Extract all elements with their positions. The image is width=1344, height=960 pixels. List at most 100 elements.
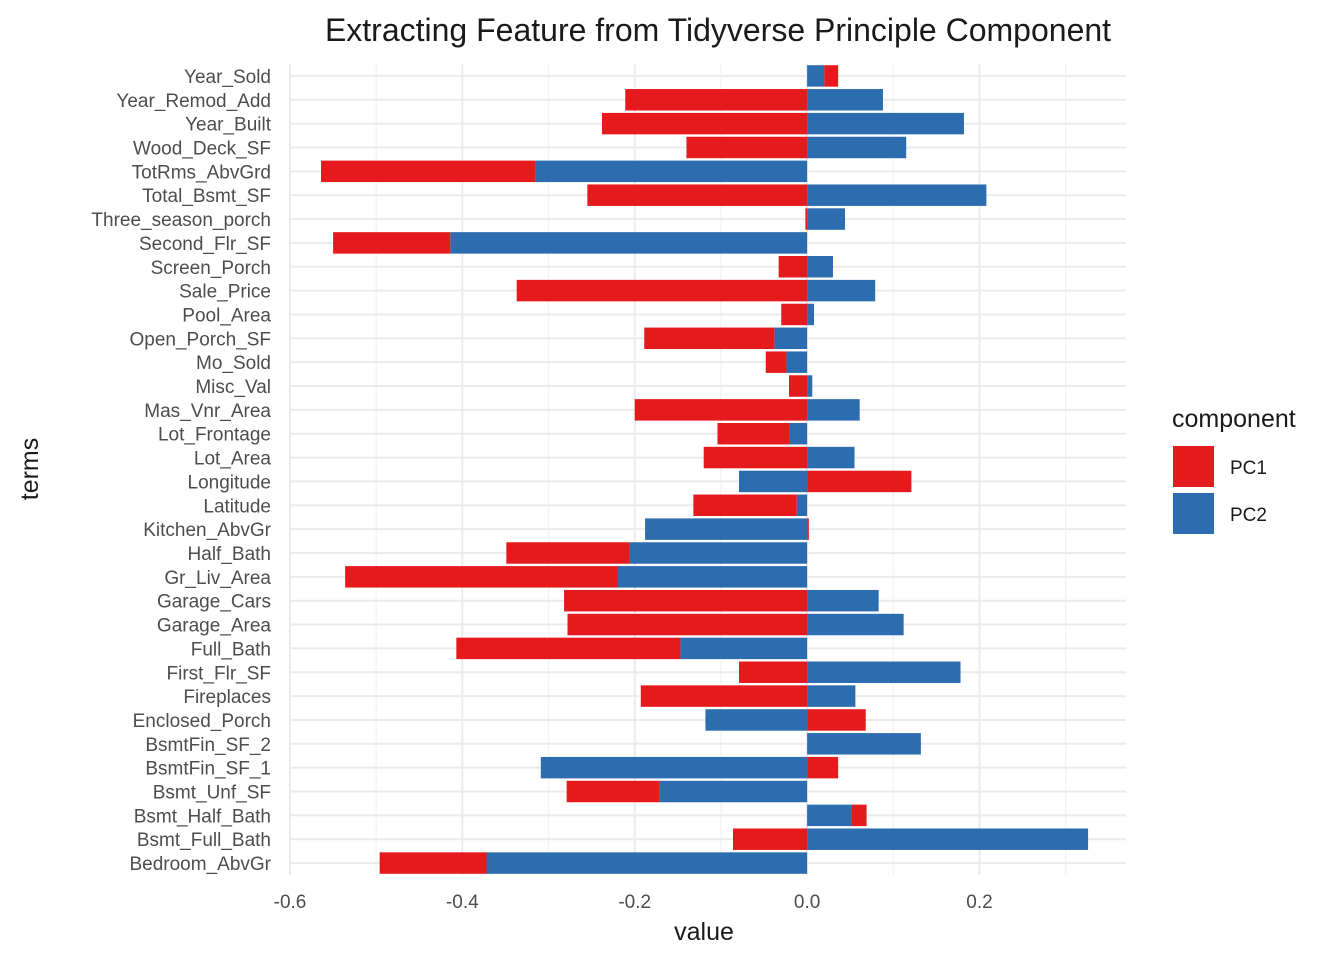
chart-title: Extracting Feature from Tidyverse Princi…: [325, 12, 1111, 48]
bar-pc2-bsmtfin-sf-1: [540, 756, 808, 779]
bar-pc1-year-built: [601, 112, 808, 135]
bar-pc2-bsmt-half-bath: [807, 804, 852, 827]
legend-label-pc2: PC2: [1230, 505, 1267, 526]
bar-pc1-sale-price: [516, 279, 808, 302]
bar-pc1-lot-area: [703, 446, 808, 469]
y-tick-label: Mo_Sold: [196, 353, 271, 374]
bar-pc1-bsmt-full-bath: [732, 828, 808, 850]
x-tick-label: -0.4: [446, 892, 479, 913]
y-tick-label: Open_Porch_SF: [129, 329, 271, 350]
bar-pc2-lot-area: [807, 446, 855, 469]
bar-pc2-wood-deck-sf: [807, 136, 907, 159]
y-tick-label: Kitchen_AbvGr: [143, 520, 271, 541]
bar-pc2-mas-vnr-area: [807, 399, 860, 421]
bar-pc1-lot-frontage: [717, 422, 790, 445]
bar-pc1-wood-deck-sf: [686, 136, 808, 159]
bar-pc1-pool-area: [781, 303, 808, 326]
bar-pc2-fireplaces: [807, 685, 856, 707]
bar-pc2-enclosed-porch: [705, 709, 808, 731]
x-tick-label: -0.6: [274, 892, 307, 913]
bar-pc1-second-flr-sf: [333, 232, 451, 254]
y-tick-label: Mas_Vnr_Area: [144, 401, 271, 422]
bar-pc1-mo-sold: [765, 351, 787, 373]
y-tick-label: Second_Flr_SF: [139, 234, 271, 255]
y-tick-label: Total_Bsmt_SF: [142, 186, 271, 207]
x-tick-labels: -0.6 -0.4 -0.2 0.0 0.2: [274, 892, 993, 913]
legend-label-pc1: PC1: [1230, 458, 1267, 479]
bar-pc2-first-flr-sf: [807, 661, 961, 683]
y-tick-label: Misc_Val: [195, 377, 271, 398]
bar-pc1-three-season-porch: [805, 208, 808, 230]
y-tick-label: Pool_Area: [182, 305, 271, 326]
bar-pc2-sale-price: [807, 279, 876, 302]
legend-title: component: [1172, 405, 1296, 433]
y-tick-label: First_Flr_SF: [167, 663, 272, 684]
y-tick-label: Lot_Area: [194, 449, 272, 470]
y-tick-label: Enclosed_Porch: [133, 711, 271, 732]
y-tick-label: Half_Bath: [188, 544, 271, 565]
y-tick-label: Year_Sold: [184, 67, 271, 88]
bar-pc1-bsmt-half-bath: [851, 804, 867, 827]
bar-pc2-year-built: [807, 112, 964, 135]
bar-pc2-totrms-abvgrd: [535, 160, 808, 183]
bar-pc2-garage-cars: [807, 589, 879, 612]
bar-pc2-screen-porch: [807, 256, 833, 278]
bar-pc1-enclosed-porch: [807, 709, 866, 731]
legend-key-pc1: [1173, 446, 1214, 487]
y-tick-label: Bsmt_Full_Bath: [137, 830, 271, 851]
y-tick-label: Garage_Area: [157, 616, 272, 637]
bar-pc1-screen-porch: [778, 256, 808, 278]
y-tick-label: Screen_Porch: [151, 258, 271, 279]
bar-pc2-kitchen-abvgr: [645, 518, 808, 540]
y-tick-label: Gr_Liv_Area: [164, 568, 271, 589]
y-tick-label: Full_Bath: [191, 639, 271, 660]
bar-pc2-bsmt-full-bath: [807, 828, 1089, 850]
y-tick-label: Bsmt_Half_Bath: [134, 806, 271, 827]
bar-pc2-second-flr-sf: [450, 232, 808, 254]
bar-pc2-bsmtfin-sf-2: [807, 733, 921, 755]
bar-pc1-first-flr-sf: [739, 661, 808, 683]
bar-pc2-latitude: [796, 494, 808, 517]
bar-pc1-misc-val: [789, 375, 808, 397]
y-tick-label: Longitude: [188, 472, 271, 493]
bar-pc1-full-bath: [456, 637, 681, 660]
bar-pc2-year-sold: [807, 65, 825, 87]
bar-pc1-bsmt-unf-sf: [566, 780, 660, 803]
bar-pc2-total-bsmt-sf: [807, 184, 987, 206]
bar-pc2-lot-frontage: [789, 422, 808, 445]
bar-pc2-open-porch-sf: [774, 327, 808, 350]
bar-pc1-year-remod-add: [625, 89, 808, 111]
bar-pc2-gr-liv-area: [617, 566, 808, 588]
bar-pc2-bedroom-abvgr: [486, 852, 808, 874]
bar-pc1-bsmtfin-sf-1: [807, 756, 839, 779]
bar-pc2-full-bath: [680, 637, 808, 660]
y-tick-label: BsmtFin_SF_2: [145, 735, 271, 756]
y-tick-label: Fireplaces: [183, 687, 271, 708]
bar-pc1-kitchen-abvgr: [807, 518, 809, 540]
y-tick-label: Year_Remod_Add: [116, 91, 271, 112]
bar-pc2-misc-val: [807, 375, 813, 397]
x-tick-label: 0.2: [966, 892, 992, 913]
y-tick-label: Three_season_porch: [91, 210, 271, 231]
bar-pc1-bedroom-abvgr: [379, 852, 487, 874]
bar-pc1-latitude: [693, 494, 797, 517]
bar-pc2-garage-area: [807, 613, 904, 636]
bar-pc1-open-porch-sf: [644, 327, 775, 350]
y-tick-labels: Year_Sold Year_Remod_Add Year_BuiltWood_De…: [91, 67, 271, 875]
y-tick-label: Sale_Price: [179, 282, 271, 303]
bar-pc2-year-remod-add: [807, 89, 883, 111]
y-tick-label: BsmtFin_SF_1: [145, 759, 271, 780]
bar-pc2-half-bath: [629, 542, 808, 564]
bar-pc1-totrms-abvgrd: [321, 160, 536, 183]
bar-pc2-pool-area: [807, 303, 815, 326]
bar-pc1-fireplaces: [640, 685, 808, 707]
x-tick-label: -0.2: [618, 892, 651, 913]
bar-pc1-garage-area: [567, 613, 808, 636]
bar-pc2-three-season-porch: [807, 208, 846, 230]
legend-items: PC1 PC2: [1173, 446, 1267, 534]
bar-pc1-longitude: [807, 470, 912, 493]
bar-pc1-gr-liv-area: [345, 566, 618, 588]
bar-pc1-total-bsmt-sf: [587, 184, 808, 206]
legend: component PC1 PC2: [1172, 405, 1296, 534]
